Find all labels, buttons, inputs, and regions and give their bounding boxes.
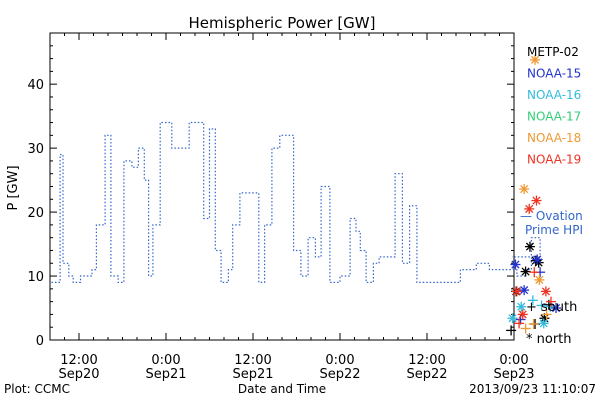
ovation-legend-line1: — Ovation: [520, 209, 583, 223]
hemisphere-legend: + south * north: [526, 300, 577, 347]
satellite-markers: [506, 54, 562, 336]
south-marker: [536, 300, 547, 311]
north-marker: [510, 259, 521, 270]
north-marker: [507, 313, 518, 324]
north-marker: [540, 286, 551, 297]
x-tick-label-date: Sep21: [232, 367, 273, 382]
y-tick-label: 40: [27, 78, 44, 93]
north-marker: [551, 303, 562, 314]
x-tick-label-date: Sep23: [493, 367, 534, 382]
x-tick-label-time: 12:00: [60, 353, 97, 368]
marker-stroke: [511, 260, 520, 269]
satellite-legend-item: NOAA-15: [527, 67, 581, 81]
x-tick-label-time: 0:00: [151, 353, 180, 368]
y-tick-label: 20: [27, 206, 44, 221]
marker-stroke: [520, 184, 529, 194]
marker-stroke: [525, 242, 535, 251]
south-marker: [520, 323, 531, 334]
marker-stroke: [520, 286, 529, 295]
marker-stroke: [533, 255, 542, 264]
north-marker: [511, 286, 522, 297]
x-tick-label-date: Sep22: [319, 367, 360, 382]
marker-stroke: [521, 267, 530, 276]
x-tick-label-date: Sep21: [145, 367, 186, 382]
y-axis-label: P [GW]: [6, 165, 21, 210]
north-marker: [532, 254, 543, 265]
north-marker: [531, 195, 542, 206]
north-marker: [524, 241, 535, 252]
north-marker: [530, 54, 541, 65]
satellite-legend-item: NOAA-19: [527, 153, 581, 167]
south-marker: [529, 267, 540, 278]
footer-timestamp: 2013/09/23 11:10:07: [469, 382, 596, 396]
south-marker: [541, 309, 552, 320]
hemisphere-legend-item: + south: [526, 300, 577, 315]
north-marker: [516, 301, 527, 312]
satellite-legend: METP-02 NOAA-15 NOAA-16 NOAA-17 NOAA-18 NOAA-…: [527, 45, 581, 167]
north-marker: [519, 184, 530, 195]
y-tick-label: 10: [27, 270, 44, 285]
north-marker: [520, 266, 531, 277]
marker-stroke: [534, 258, 543, 267]
south-marker: [528, 319, 539, 330]
marker-stroke: [530, 55, 540, 64]
north-marker: [519, 285, 530, 296]
marker-stroke: [535, 275, 544, 284]
x-tick-label-time: 12:00: [234, 353, 271, 368]
south-marker: [545, 301, 556, 312]
satellite-legend-item: NOAA-16: [527, 88, 581, 102]
marker-stroke: [532, 196, 541, 205]
satellite-legend-item: NOAA-18: [527, 131, 581, 145]
south-marker: [545, 296, 556, 307]
plot-frame: [49, 32, 515, 341]
north-marker: [517, 309, 528, 320]
x-tick-label-time: 12:00: [408, 353, 445, 368]
south-marker: [527, 295, 538, 306]
x-tick-label-date: Sep20: [58, 367, 99, 382]
marker-stroke: [525, 204, 534, 213]
marker-stroke: [512, 287, 521, 296]
ovation-legend-line2: Prime HPI: [525, 223, 583, 237]
x-tick-label-time: 0:00: [499, 353, 528, 368]
north-marker: [538, 318, 549, 329]
north-marker: [524, 203, 535, 214]
ovation-series: [51, 121, 541, 283]
footer-plot-credit: Plot: CCMC: [4, 382, 70, 396]
x-tick-label-time: 0:00: [325, 353, 354, 368]
axis-ticks: 01020304012:00Sep200:00Sep2112:00Sep210:…: [27, 32, 535, 382]
y-tick-label: 0: [36, 334, 44, 349]
hemisphere-legend-item: * north: [526, 332, 572, 347]
x-axis-label: Date and Time: [238, 382, 326, 396]
marker-stroke: [518, 310, 527, 319]
marker-stroke: [539, 319, 548, 328]
south-marker: [514, 318, 525, 329]
marker-stroke: [517, 302, 526, 311]
satellite-legend-item: NOAA-17: [527, 110, 581, 124]
satellite-legend-item: METP-02: [527, 45, 579, 59]
chart-title: Hemispheric Power [GW]: [189, 14, 376, 32]
north-marker: [534, 274, 545, 285]
marker-stroke: [541, 287, 550, 296]
marker-stroke: [551, 303, 561, 313]
south-marker: [506, 325, 517, 336]
x-tick-label-date: Sep22: [406, 367, 447, 382]
ovation-step-line: [51, 121, 541, 283]
marker-stroke: [508, 314, 517, 323]
y-tick-label: 30: [27, 142, 44, 157]
